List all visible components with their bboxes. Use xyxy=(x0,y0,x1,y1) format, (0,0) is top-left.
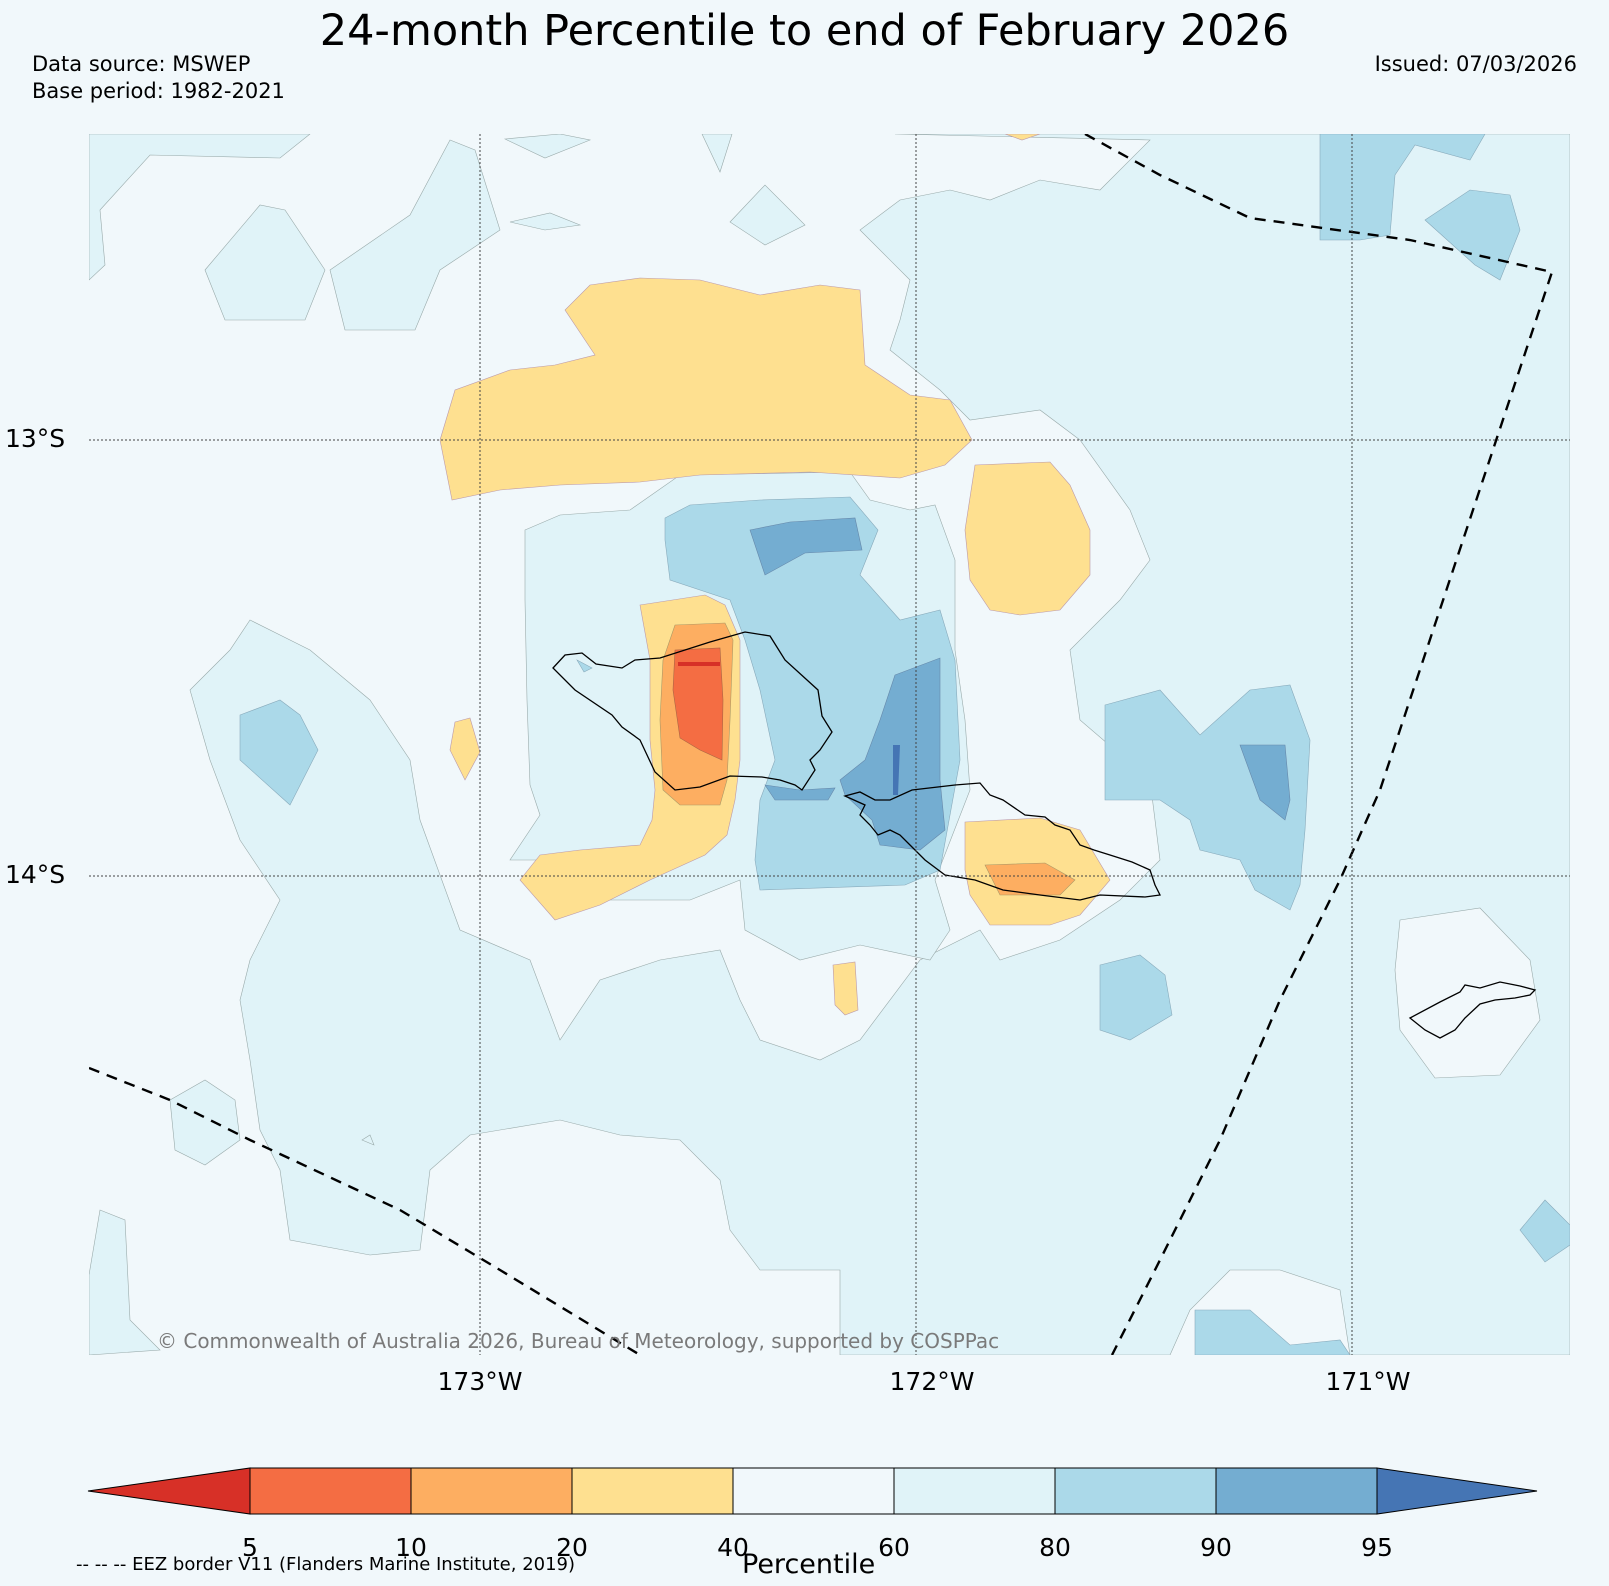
metadata-left: Data source: MSWEP Base period: 1982-202… xyxy=(32,51,285,105)
eez-borders xyxy=(89,134,1554,1355)
graticule xyxy=(89,134,1570,1355)
percentile-below-5-region xyxy=(678,662,720,666)
copyright-notice: © Commonwealth of Australia 2026, Bureau… xyxy=(157,1329,1000,1353)
percentile-5-10-region xyxy=(672,647,724,761)
issued-date: Issued: 07/03/2026 xyxy=(1374,52,1577,76)
colorbar-segment xyxy=(1054,1467,1217,1515)
percentile-60-80-regions xyxy=(89,134,1570,1355)
lon-label-173w: 173°W xyxy=(437,1367,523,1396)
colorbar-tick: 5 xyxy=(242,1533,258,1562)
base-period-text: Base period: 1982-2021 xyxy=(32,79,285,103)
colorbar xyxy=(87,1467,1538,1515)
colorbar-extend-high xyxy=(1376,1467,1538,1515)
map-title: 24-month Percentile to end of February 2… xyxy=(319,6,1290,56)
lat-label-13s: 13°S xyxy=(5,424,66,453)
colorbar-tick: 10 xyxy=(395,1533,427,1562)
lon-label-171w: 171°W xyxy=(1325,1367,1411,1396)
percentile-90-95-regions xyxy=(749,517,1291,851)
colorbar-segment xyxy=(732,1467,895,1515)
colorbar-segment xyxy=(571,1467,734,1515)
eez-border-note: -- -- -- EEZ border V11 (Flanders Marine… xyxy=(76,1554,576,1575)
data-source-text: Data source: MSWEP xyxy=(32,52,251,76)
colorbar-tick: 95 xyxy=(1361,1533,1393,1562)
colorbar-tick: 90 xyxy=(1200,1533,1232,1562)
colorbar-label: Percentile xyxy=(742,1549,876,1580)
map-area xyxy=(89,134,1570,1355)
colorbar-segment xyxy=(410,1467,573,1515)
colorbar-tick: 60 xyxy=(878,1533,910,1562)
colorbar-extend-low xyxy=(87,1467,251,1515)
colorbar-segment xyxy=(249,1467,412,1515)
colorbar-tick: 80 xyxy=(1039,1533,1071,1562)
lon-label-172w: 172°W xyxy=(889,1367,975,1396)
percentile-above-95-region xyxy=(893,745,900,795)
colorbar-tick: 40 xyxy=(717,1533,749,1562)
colorbar-segment xyxy=(893,1467,1056,1515)
colorbar-segment xyxy=(1215,1467,1378,1515)
island-coastlines xyxy=(552,631,1537,1039)
colorbar-tick: 20 xyxy=(556,1533,588,1562)
lat-label-14s: 14°S xyxy=(5,860,66,889)
